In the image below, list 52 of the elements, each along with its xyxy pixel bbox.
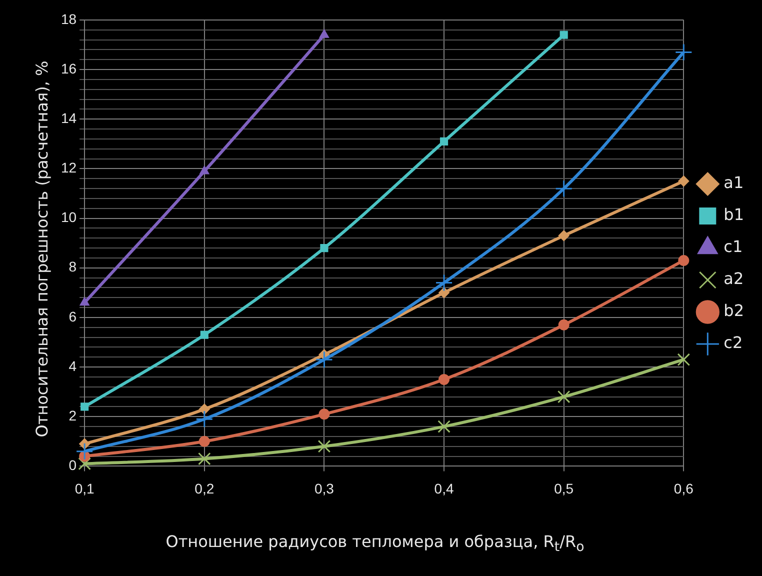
x-tick-label: 0,1 bbox=[74, 480, 95, 496]
point bbox=[558, 319, 570, 330]
point bbox=[318, 440, 331, 453]
y-tick-label: 18 bbox=[60, 10, 77, 27]
point bbox=[196, 410, 214, 428]
y-tick-label: 6 bbox=[68, 308, 77, 324]
point bbox=[78, 457, 91, 470]
y-tick-label: 0 bbox=[68, 457, 77, 474]
point bbox=[435, 274, 453, 292]
point bbox=[200, 330, 208, 339]
point bbox=[320, 244, 328, 252]
x-tick-label: 0,2 bbox=[194, 480, 214, 496]
legend-label: c2 bbox=[724, 333, 743, 352]
point bbox=[319, 29, 330, 38]
point bbox=[557, 390, 570, 404]
y-tick-label: 14 bbox=[60, 110, 77, 126]
point bbox=[678, 176, 690, 187]
legend-label: b1 bbox=[724, 205, 744, 224]
y-tick-label: 10 bbox=[60, 209, 77, 226]
point bbox=[555, 180, 573, 198]
point bbox=[315, 350, 333, 368]
legend-label: b2 bbox=[724, 301, 744, 320]
point bbox=[674, 43, 692, 61]
y-tick-label: 8 bbox=[68, 258, 77, 275]
x-tick-label: 0,4 bbox=[434, 480, 454, 496]
x-axis-title: Отношение радиусов тепломера и образца, R$_{t}$/R$_{o}$ bbox=[164, 532, 586, 556]
legend-label: a1 bbox=[724, 173, 744, 192]
y-tick-label: 2 bbox=[68, 407, 77, 424]
y-tick-label: 16 bbox=[60, 60, 77, 76]
point bbox=[80, 297, 90, 306]
point bbox=[200, 166, 210, 174]
point bbox=[558, 230, 570, 242]
point bbox=[198, 404, 210, 415]
point bbox=[76, 442, 94, 460]
point bbox=[438, 374, 450, 385]
y-axis-title: Относительная погрешность (расчетная), % bbox=[32, 60, 52, 438]
point bbox=[560, 30, 568, 39]
point bbox=[198, 436, 210, 447]
x-tick-label: 0,3 bbox=[314, 480, 334, 496]
x-tick-label: 0,5 bbox=[554, 480, 574, 496]
point bbox=[440, 137, 448, 146]
y-tick-label: 4 bbox=[68, 358, 77, 374]
point bbox=[438, 420, 450, 433]
point bbox=[677, 353, 690, 366]
point bbox=[318, 408, 330, 420]
point bbox=[678, 254, 690, 266]
y-tick-label: 12 bbox=[60, 160, 77, 176]
legend-label: c1 bbox=[724, 237, 743, 256]
legend-label: a2 bbox=[724, 269, 744, 288]
x-tick-label: 0,6 bbox=[674, 480, 694, 496]
point bbox=[438, 287, 450, 298]
point bbox=[198, 452, 211, 466]
